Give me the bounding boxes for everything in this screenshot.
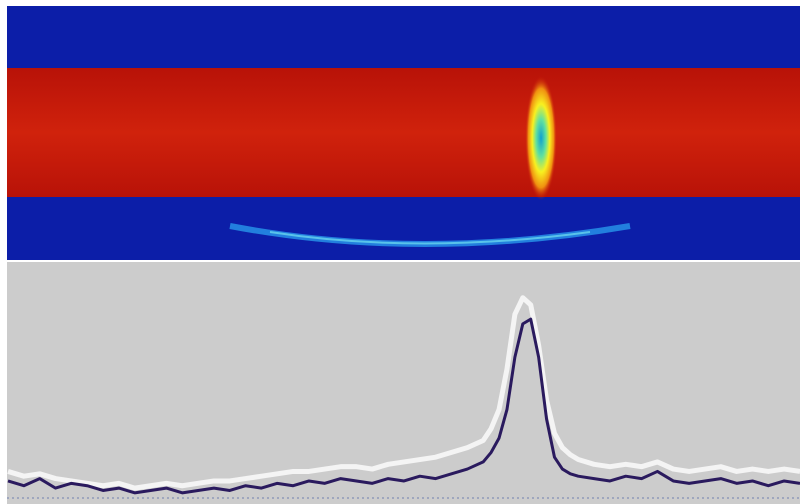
blue-band-bottom [7, 197, 800, 260]
arc-core [269, 231, 591, 245]
blue-band-top [7, 6, 800, 68]
plot [7, 295, 800, 495]
hot-spot [525, 76, 557, 200]
line-series [7, 295, 800, 491]
red-band [7, 68, 800, 197]
line-series [7, 317, 800, 495]
heatmap [7, 6, 800, 260]
